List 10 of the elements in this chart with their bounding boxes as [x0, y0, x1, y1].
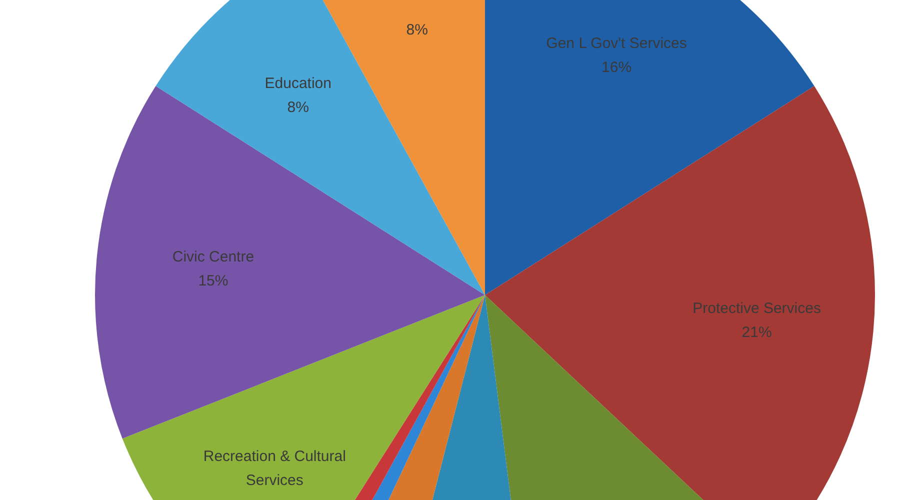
slice-label: Recreation & Cultural Services [203, 448, 346, 490]
data-label: 8% [406, 22, 428, 39]
slice-label: Protective Services [692, 300, 821, 317]
data-label: 16% [602, 58, 632, 76]
data-label: 8% [287, 99, 309, 116]
slice-label: Civic Centre [172, 248, 254, 266]
slice-label: Education [264, 75, 332, 92]
slice-label: Gen L Gov't Services [546, 34, 687, 52]
data-label: 21% [742, 324, 772, 341]
data-label: 15% [198, 272, 228, 290]
